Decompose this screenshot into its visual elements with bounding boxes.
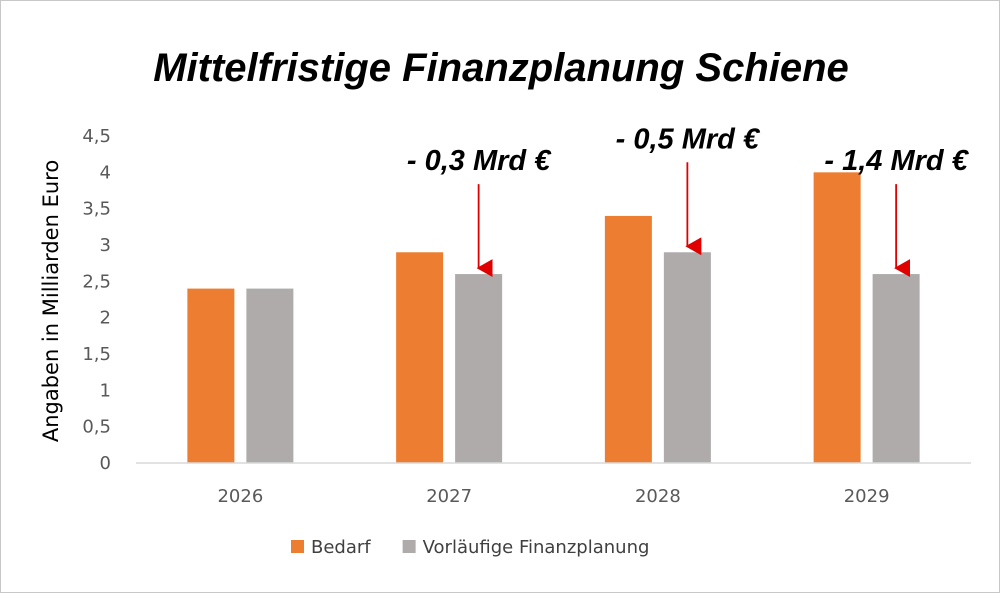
y-tick-label: 2,5: [82, 271, 111, 292]
annotation-label-2028: - 0,5 Mrd €: [616, 123, 761, 155]
annotation-label-2027: - 0,3 Mrd €: [407, 145, 552, 177]
annotation-label-2029: - 1,4 Mrd €: [824, 145, 969, 177]
y-tick-label: 1: [100, 380, 111, 401]
y-tick-label: 1,5: [82, 344, 111, 365]
legend-swatch-bedarf: [291, 540, 304, 553]
chart-title: Mittelfristige Finanzplanung Schiene: [153, 46, 849, 90]
x-tick-label: 2028: [635, 486, 681, 507]
bar-finanzplanung-2028: [663, 252, 711, 463]
bar-finanzplanung-2026: [246, 288, 294, 463]
bar-bedarf-2026: [187, 288, 235, 463]
legend-label-bedarf: Bedarf: [311, 537, 371, 558]
bar-finanzplanung-2029: [872, 274, 920, 463]
bar-bedarf-2028: [604, 215, 652, 463]
bar-bedarf-2029: [813, 172, 861, 464]
legend: Bedarf Vorläufige Finanzplanung: [291, 537, 649, 558]
y-tick-label: 0,5: [82, 417, 111, 438]
x-tick-label: 2026: [217, 486, 263, 507]
y-tick-label: 3,5: [82, 199, 111, 220]
x-tick-label: 2027: [426, 486, 472, 507]
y-tick-label: 3: [100, 235, 111, 256]
legend-label-finanzplanung: Vorläufige Finanzplanung: [423, 537, 650, 558]
legend-swatch-finanzplanung: [402, 540, 416, 553]
x-tick-label: 2029: [844, 486, 890, 507]
y-tick-label: 0: [100, 453, 111, 474]
bar-finanzplanung-2027: [455, 274, 503, 463]
bars-group: [187, 172, 920, 464]
y-tick-label: 4: [100, 162, 111, 183]
y-axis-title: Angaben in Milliarden Euro: [39, 160, 63, 442]
x-axis-ticks: 2026 2027 2028 2029: [217, 486, 889, 507]
annotations-group: - 0,3 Mrd € - 0,5 Mrd € - 1,4 Mrd €: [407, 123, 970, 278]
bar-bedarf-2027: [396, 252, 444, 463]
y-axis-ticks: 0 0,5 1 1,5 2 2,5 3 3,5 4 4,5: [82, 126, 111, 474]
y-tick-label: 4,5: [82, 126, 111, 147]
y-tick-label: 2: [100, 308, 111, 329]
